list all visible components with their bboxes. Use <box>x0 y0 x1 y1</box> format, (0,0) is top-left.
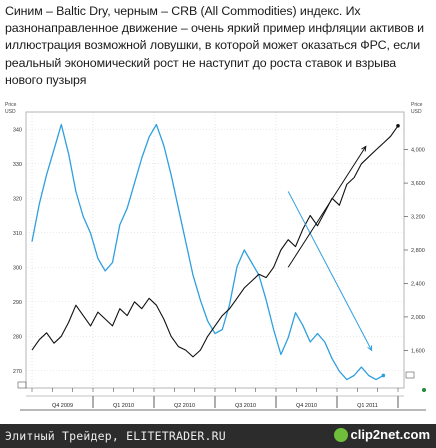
plot-background <box>0 102 436 424</box>
right-tick-label: 4,000 <box>411 148 425 154</box>
left-tick-label: 320 <box>13 196 22 202</box>
left-tick-label: 270 <box>13 369 22 375</box>
right-tick-label: 1,600 <box>411 348 425 354</box>
footer-brand-text: clip2net.com <box>350 427 430 442</box>
left-tick-label: 340 <box>13 127 22 133</box>
right-tick-label: 3,200 <box>411 215 425 221</box>
footer-site-text: Элитный Трейдер, ELITETRADER.RU <box>5 429 226 443</box>
axis-layer <box>20 111 426 411</box>
left-tick-label: 330 <box>13 162 22 168</box>
quarter-label: Q4 2009 <box>52 403 73 409</box>
right-tick-label: 2,400 <box>411 281 425 287</box>
dual-axis-line-chart: 340 330 320 310 300 290 280 270 4,000 3,600 3,200 2… <box>0 102 436 424</box>
quarter-label: Q2 2010 <box>174 403 195 409</box>
chart-caption: Синим – Baltic Dry, черным – CRB (All Co… <box>5 4 424 87</box>
left-axis-title: USD <box>5 109 16 115</box>
trend-layer <box>287 145 373 352</box>
quarter-label: Q4 2010 <box>296 403 317 409</box>
footer-brand[interactable]: clip2net.com <box>333 427 430 443</box>
right-tick-label: 2,800 <box>411 248 425 254</box>
quarter-label: Q1 2011 <box>357 403 378 409</box>
trend-arrow-head <box>367 345 373 352</box>
left-tick-label: 280 <box>13 334 22 340</box>
label-layer: 340 330 320 310 300 290 280 270 4,000 3,600 3,200 2… <box>5 102 426 409</box>
footer-bar: Элитный Трейдер, ELITETRADER.RU clip2net… <box>0 424 436 448</box>
crb-last-point <box>396 124 400 128</box>
bdi-series-line <box>31 123 384 381</box>
right-tick-label: 2,000 <box>411 315 425 321</box>
left-tick-label: 300 <box>13 265 22 271</box>
quarter-label: Q1 2010 <box>113 403 134 409</box>
left-scale-box-icon <box>17 381 27 389</box>
right-tick-label: 3,600 <box>411 181 425 187</box>
left-tick-label: 310 <box>13 231 22 237</box>
legend-dot-icon <box>422 388 426 392</box>
left-tick-label: 290 <box>13 300 22 306</box>
clip2net-logo-icon <box>333 427 348 442</box>
scale-box-icon <box>405 371 415 379</box>
right-axis-title: USD <box>411 109 422 115</box>
quarter-label: Q3 2010 <box>235 403 256 409</box>
crb-series-line <box>31 125 399 358</box>
left-axis-title: Price <box>5 102 17 108</box>
chart-area: 340 330 320 310 300 290 280 270 4,000 3,600 3,200 2… <box>0 102 436 424</box>
trend-line <box>287 146 367 268</box>
trend-line <box>287 191 373 351</box>
right-axis-title: Price <box>411 102 423 108</box>
grid-layer <box>26 112 404 388</box>
series-layer <box>31 123 400 381</box>
trend-arrow-head <box>361 145 367 152</box>
bdi-last-point <box>381 373 386 378</box>
